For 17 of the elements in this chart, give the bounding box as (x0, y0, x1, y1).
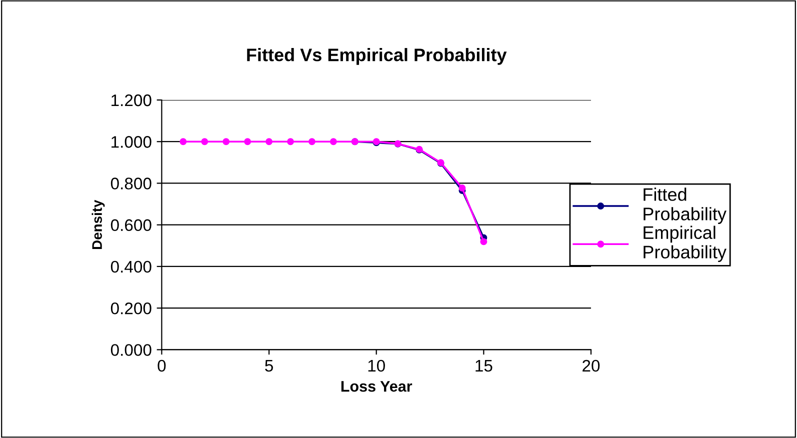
x-axis-title: Loss Year (341, 381, 412, 392)
x-tick-label: 20 (582, 360, 600, 372)
legend-label: Empirical Probability (644, 226, 726, 262)
x-tick-label: 10 (368, 360, 385, 372)
y-tick-label: 1.000 (112, 136, 152, 148)
y-tick-label: 1.200 (112, 94, 152, 106)
y-axis-title: Density (92, 200, 105, 250)
y-tick-label: 0.400 (110, 260, 152, 273)
x-tick-label: 15 (476, 360, 492, 372)
chart-title: Fitted Vs Empirical Probability (247, 48, 507, 65)
x-tick-label: 0 (158, 360, 166, 372)
x-tick-label: 5 (265, 360, 273, 372)
y-tick-label: 0.600 (110, 219, 152, 232)
y-tick-label: 0.800 (110, 178, 152, 190)
y-tick-label: 0.000 (110, 344, 152, 356)
y-tick-label: 0.200 (110, 302, 152, 314)
legend-label: Fitted Probability (644, 188, 726, 224)
